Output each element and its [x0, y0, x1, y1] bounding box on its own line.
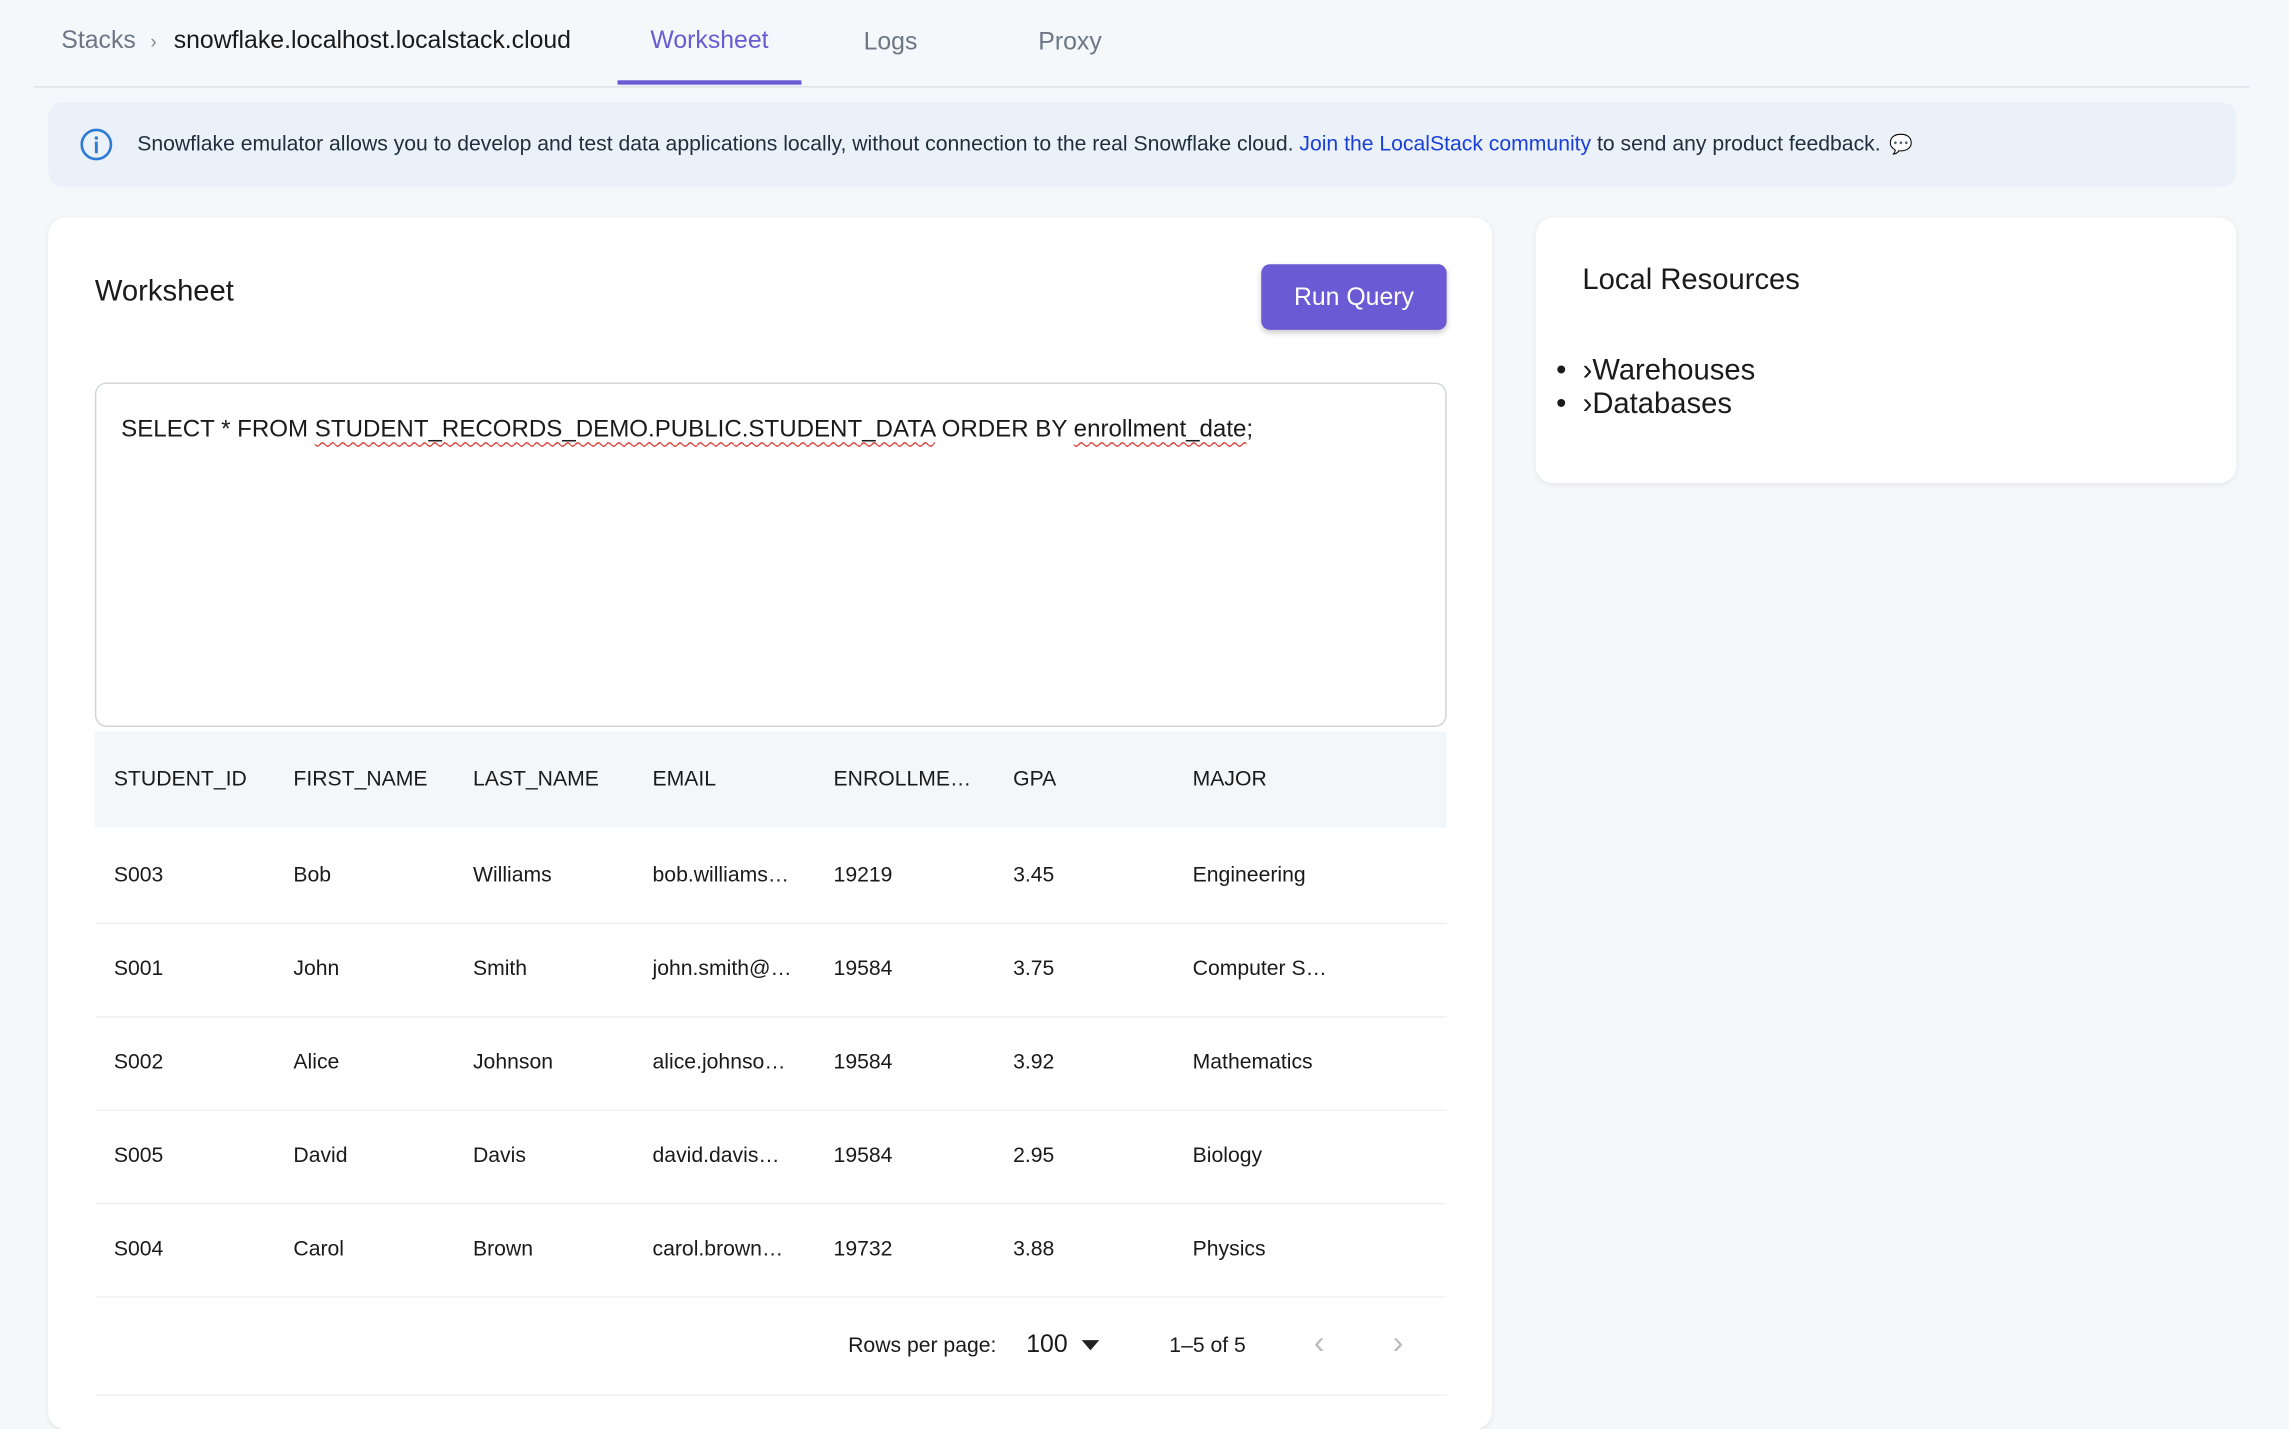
- table-row[interactable]: S001 John Smith john.smith@… 19584 3.75 Comput…: [94, 923, 1447, 1018]
- column-header[interactable]: GPA: [1013, 767, 1057, 792]
- info-banner: Snowflake emulator allows you to develop…: [48, 102, 2237, 187]
- table-cell: Carol: [293, 1237, 345, 1262]
- table-cell: Engineering: [1192, 864, 1306, 888]
- table-cell: 3.75: [1013, 957, 1055, 981]
- chevron-right-icon: ›: [1582, 388, 1593, 421]
- table-cell: S005: [113, 1144, 164, 1168]
- table-cell: Biology: [1192, 1144, 1263, 1168]
- rows-per-page-select[interactable]: 100: [1026, 1329, 1068, 1358]
- table-cell: Bob: [293, 864, 332, 888]
- column-header[interactable]: ENROLLME…: [833, 767, 972, 792]
- chat-bubble-icon: 💬: [1889, 132, 1914, 155]
- pagination: Rows per page: 100 1–5 of 5 ‹ ›: [94, 1298, 1447, 1396]
- table-cell: Mathematics: [1192, 1051, 1313, 1075]
- info-icon: [80, 128, 113, 161]
- resources-title: Local Resources: [1582, 264, 1800, 297]
- breadcrumb-current: snowflake.localhost.localstack.cloud: [173, 26, 572, 55]
- column-header[interactable]: FIRST_NAME: [293, 767, 428, 792]
- table-cell: David: [293, 1144, 348, 1168]
- worksheet-card: Worksheet Run Query SELECT * FROM STUDEN…: [48, 217, 1492, 1429]
- tab-proxy[interactable]: Proxy: [1038, 27, 1102, 56]
- table-cell: 19584: [833, 1051, 893, 1075]
- sql-text: ORDER BY: [934, 416, 1074, 443]
- column-header[interactable]: EMAIL: [652, 767, 717, 792]
- table-row[interactable]: S004 Carol Brown carol.brown… 19732 3.88 Physi…: [94, 1203, 1447, 1298]
- column-header[interactable]: LAST_NAME: [472, 767, 599, 792]
- table-cell: S003: [113, 864, 164, 888]
- top-nav: Stacks › snowflake.localhost.localstack.…: [33, 0, 2250, 88]
- breadcrumb-stacks[interactable]: Stacks: [61, 26, 136, 55]
- banner-suffix: to send any product feedback.: [1597, 132, 1881, 157]
- table-cell: alice.johnso…: [652, 1051, 786, 1075]
- table-cell: Williams: [472, 864, 552, 888]
- run-query-button[interactable]: Run Query: [1261, 264, 1447, 330]
- table-cell: John: [293, 957, 340, 981]
- sql-column: enrollment_date: [1073, 416, 1247, 443]
- table-cell: S004: [113, 1237, 164, 1262]
- table-cell: 19584: [833, 957, 893, 981]
- table-row[interactable]: S003 Bob Williams bob.williams… 19219 3.45 Eng…: [94, 829, 1447, 925]
- table-row[interactable]: S005 David Davis david.davis… 19584 2.95 Biolo…: [94, 1109, 1447, 1205]
- sql-table: STUDENT_RECORDS_DEMO.PUBLIC.STUDENT_DATA: [314, 416, 935, 443]
- table-cell: 19732: [833, 1237, 893, 1262]
- next-page-icon[interactable]: ›: [1392, 1324, 1404, 1361]
- sql-editor[interactable]: SELECT * FROM STUDENT_RECORDS_DEMO.PUBLI…: [94, 382, 1447, 727]
- sql-text: SELECT * FROM: [121, 416, 315, 443]
- table-cell: 19219: [833, 864, 893, 888]
- table-cell: 3.45: [1013, 864, 1055, 888]
- local-resources-card: Local Resources • ›Warehouses • ›Databas…: [1535, 217, 2237, 484]
- table-cell: Physics: [1192, 1237, 1266, 1262]
- table-cell: 3.88: [1013, 1237, 1055, 1262]
- page-range: 1–5 of 5: [1169, 1334, 1246, 1358]
- table-cell: S001: [113, 957, 164, 981]
- rows-per-page-label: Rows per page:: [848, 1334, 997, 1358]
- chevron-right-icon: ›: [1582, 354, 1593, 387]
- banner-text: Snowflake emulator allows you to develop…: [137, 132, 1294, 157]
- tree-item-warehouses[interactable]: • ›Warehouses: [1556, 354, 1756, 387]
- tree-item-databases[interactable]: • ›Databases: [1556, 388, 1732, 421]
- table-cell: Computer S…: [1192, 957, 1327, 981]
- table-cell: Smith: [472, 957, 528, 981]
- table-cell: bob.williams…: [652, 864, 789, 888]
- tab-worksheet[interactable]: Worksheet: [617, 0, 802, 85]
- community-link[interactable]: Join the LocalStack community: [1299, 132, 1592, 157]
- breadcrumb-separator: ›: [150, 30, 157, 53]
- table-cell: Johnson: [472, 1051, 554, 1075]
- table-cell: Davis: [472, 1144, 526, 1168]
- sql-text: ;: [1246, 416, 1254, 443]
- table-cell: david.davis…: [652, 1144, 780, 1168]
- table-cell: 2.95: [1013, 1144, 1055, 1168]
- table-cell: 3.92: [1013, 1051, 1055, 1075]
- worksheet-title: Worksheet: [94, 275, 234, 309]
- table-row[interactable]: S002 Alice Johnson alice.johnso… 19584 3.92 Ma…: [94, 1016, 1447, 1111]
- prev-page-icon[interactable]: ‹: [1313, 1324, 1325, 1361]
- column-header[interactable]: MAJOR: [1192, 767, 1267, 792]
- column-header[interactable]: STUDENT_ID: [113, 767, 247, 792]
- table-cell: 19584: [833, 1144, 893, 1168]
- table-cell: carol.brown…: [652, 1237, 784, 1262]
- table-cell: S002: [113, 1051, 164, 1075]
- tree-label: Databases: [1592, 388, 1732, 421]
- tab-logs[interactable]: Logs: [863, 27, 918, 56]
- results-header: STUDENT_ID FIRST_NAME LAST_NAME EMAIL ENROLL…: [94, 731, 1447, 828]
- tree-label: Warehouses: [1592, 354, 1756, 387]
- table-cell: john.smith@…: [652, 957, 792, 981]
- table-cell: Alice: [293, 1051, 340, 1075]
- table-cell: Brown: [472, 1237, 533, 1262]
- dropdown-arrow-icon[interactable]: [1081, 1340, 1100, 1351]
